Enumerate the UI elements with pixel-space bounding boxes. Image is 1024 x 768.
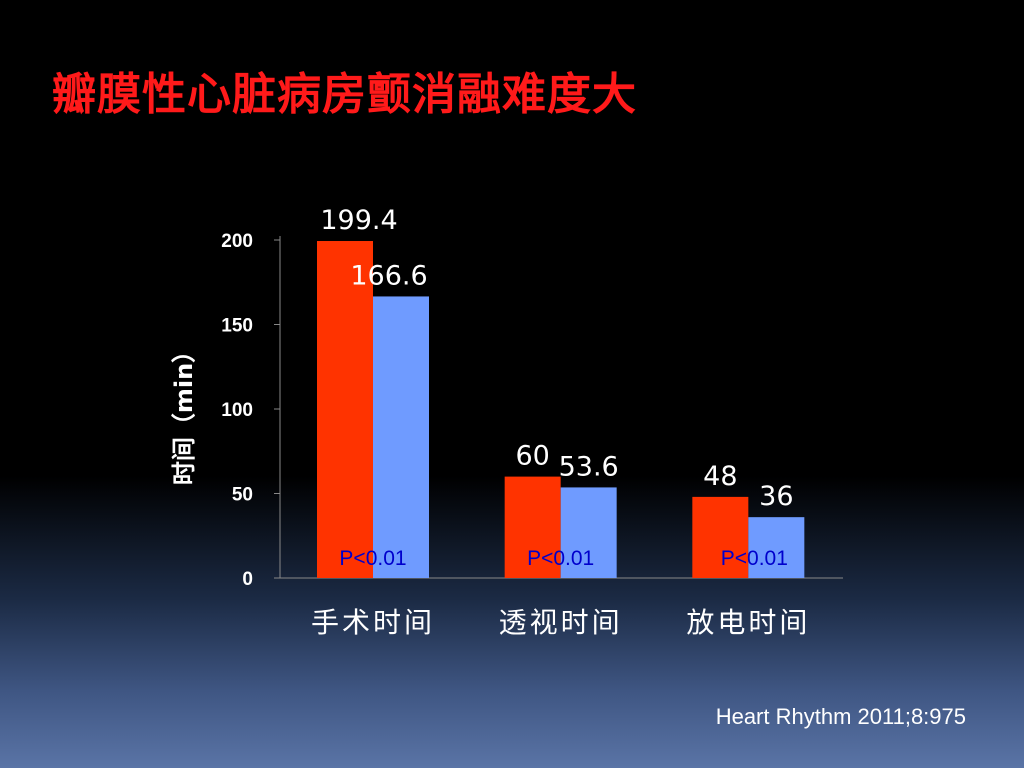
y-tick-label: 200	[221, 231, 253, 252]
bar-series-1	[317, 241, 373, 578]
bar-series-2	[373, 296, 429, 578]
bar-value-label: 48	[703, 461, 737, 492]
p-value-annotation: P<0.01	[527, 547, 594, 570]
p-value-annotation: P<0.01	[339, 547, 406, 570]
y-axis-label: 时间（min）	[170, 339, 198, 485]
x-tick-label: 透视时间	[499, 606, 623, 639]
p-value-annotation: P<0.01	[721, 547, 788, 570]
bar-value-label: 60	[515, 441, 549, 472]
bar-value-label: 199.4	[320, 205, 397, 236]
citation: Heart Rhythm 2011;8:975	[715, 704, 966, 729]
y-tick-label: 100	[221, 400, 253, 421]
slide-title: 瓣膜性心脏病房颤消融难度大	[52, 69, 637, 120]
bar-value-label: 53.6	[559, 451, 619, 482]
y-tick-label: 0	[242, 569, 253, 590]
bar-series-2	[748, 517, 805, 578]
bar-value-label: 166.6	[350, 260, 427, 291]
bar-series-1	[504, 476, 561, 578]
bar-series-2	[560, 487, 617, 578]
bar-series-1	[692, 496, 749, 578]
bar-value-label: 36	[759, 481, 793, 512]
y-tick-label: 150	[221, 316, 253, 337]
y-tick-label: 50	[232, 485, 253, 506]
x-tick-label: 手术时间	[311, 606, 435, 639]
x-tick-label: 放电时间	[686, 606, 810, 639]
